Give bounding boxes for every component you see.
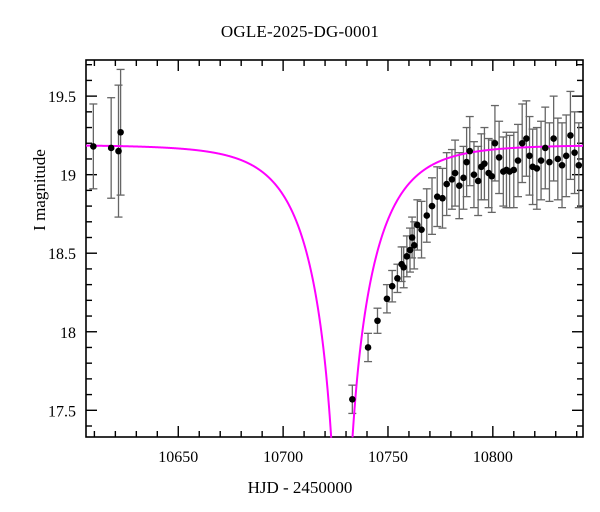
data-point (400, 264, 408, 271)
x-tick-label: 10800 (473, 449, 513, 466)
data-point (394, 275, 401, 282)
x-tick-label: 10750 (368, 449, 408, 466)
y-tick-label: 18.5 (48, 246, 76, 263)
data-point (408, 234, 416, 241)
data-point (418, 226, 425, 233)
data-point (466, 147, 474, 155)
data-point (562, 152, 570, 160)
data-point (567, 132, 574, 139)
data-point (374, 317, 381, 325)
data-point (474, 177, 482, 185)
data-point (554, 155, 562, 163)
data-point (406, 246, 414, 254)
data-point (518, 139, 526, 147)
data-point (541, 144, 549, 152)
data-point (410, 242, 418, 249)
data-point (510, 166, 518, 174)
data-point (107, 144, 115, 152)
data-point (537, 157, 545, 164)
data-point (523, 135, 530, 142)
page-title: OGLE-2025-DG-0001 (220, 22, 380, 41)
x-tick-label: 10650 (158, 449, 198, 466)
model-curve-path (85, 144, 584, 438)
data-point (349, 396, 356, 403)
data-point (428, 202, 436, 210)
data-point (495, 154, 503, 161)
data-point (514, 157, 522, 164)
data-point (571, 149, 578, 156)
data-point (364, 344, 372, 351)
data-point (558, 161, 566, 169)
data-point (383, 295, 391, 303)
data-point (546, 158, 553, 166)
x-axis-label: HJD - 2450000 (247, 478, 353, 497)
axes-frame (85, 59, 584, 438)
axis-tick-labels: 10650 10700 10750 10800 17.5 18 18.5 19 19.5 (48, 89, 513, 466)
data-point (460, 174, 467, 182)
data-point (443, 180, 450, 188)
data-point (117, 128, 124, 136)
error-bars (89, 68, 583, 415)
data-point (448, 176, 456, 183)
data-point (414, 221, 421, 229)
x-tick-label: 10700 (263, 449, 303, 466)
data-point (550, 135, 557, 142)
data-point (526, 152, 533, 160)
y-tick-label: 17.5 (48, 403, 76, 420)
data-point (463, 158, 470, 166)
data-point (533, 165, 541, 172)
data-point (470, 171, 478, 178)
y-tick-label: 19 (60, 168, 76, 185)
y-tick-label: 18 (60, 325, 76, 342)
data-point (90, 143, 97, 150)
data-point (481, 160, 488, 167)
data-point (433, 193, 441, 200)
model-curve (85, 144, 584, 438)
data-points (90, 128, 583, 403)
plot-frame (85, 59, 584, 438)
data-point (575, 161, 583, 169)
data-point (488, 172, 496, 180)
data-point (403, 253, 411, 260)
axis-ticks (86, 60, 583, 437)
data-point (423, 212, 431, 219)
data-point (491, 139, 499, 147)
data-point (439, 194, 446, 202)
data-point (451, 169, 459, 177)
y-tick-label: 19.5 (48, 89, 76, 106)
data-point (455, 182, 463, 189)
data-point (388, 282, 396, 290)
data-point (115, 147, 122, 155)
